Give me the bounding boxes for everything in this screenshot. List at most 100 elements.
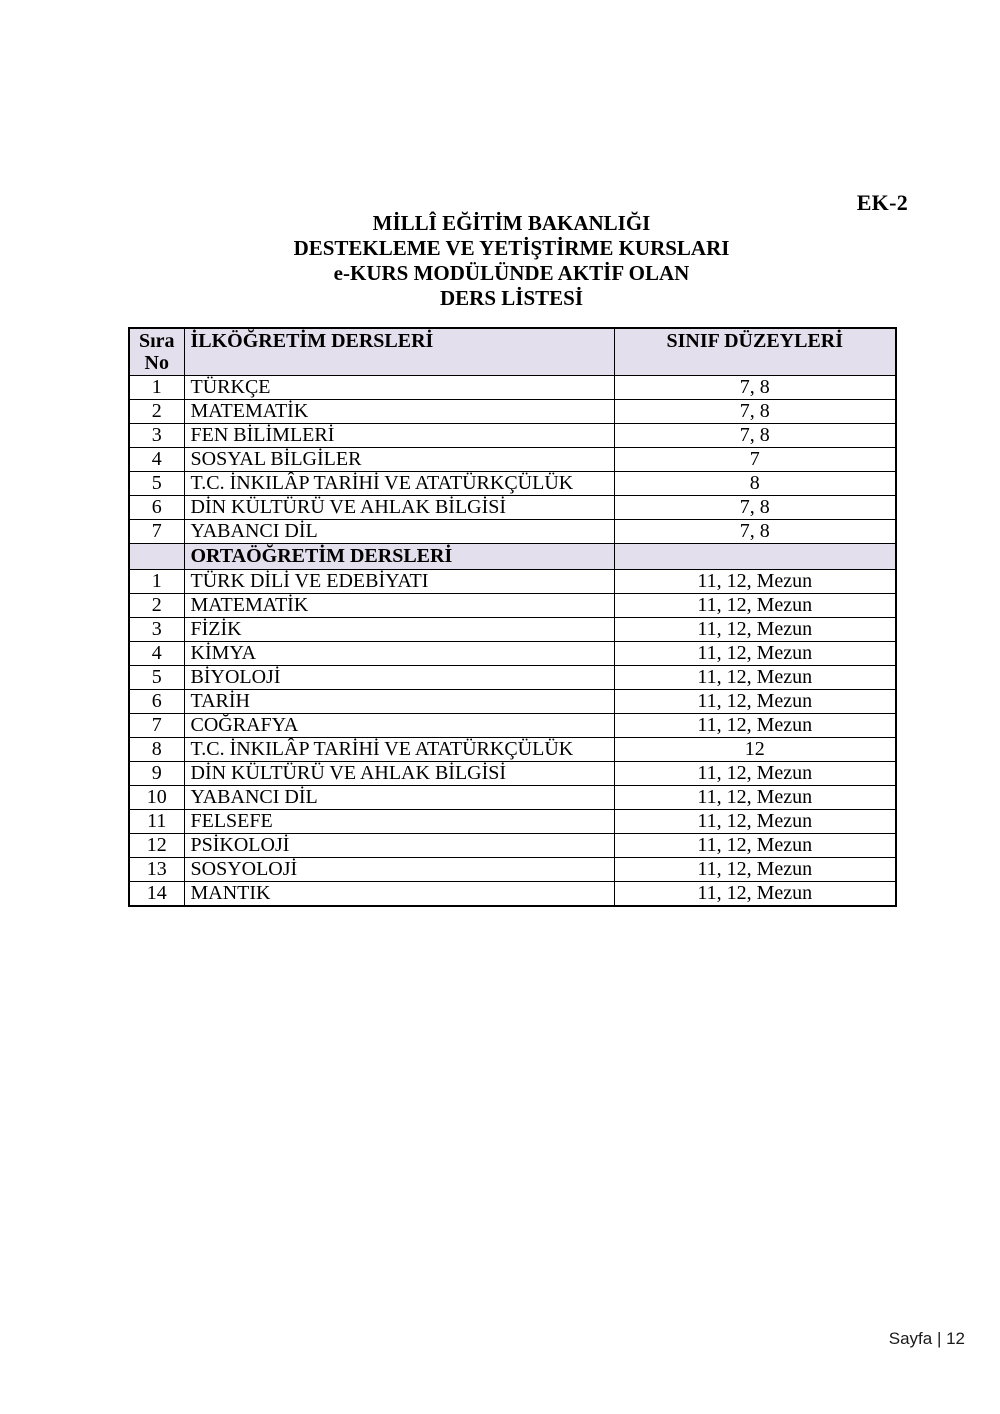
cell-levels: 11, 12, Mezun bbox=[613, 713, 897, 738]
table-row: 3 FEN BİLİMLERİ 7, 8 bbox=[128, 423, 897, 448]
cell-no: 9 bbox=[128, 761, 185, 786]
cell-course: TÜRKÇE bbox=[183, 375, 615, 400]
table-row: 7 YABANCI DİL 7, 8 bbox=[128, 519, 897, 544]
cell-levels: 11, 12, Mezun bbox=[613, 857, 897, 882]
cell-levels: 7, 8 bbox=[613, 423, 897, 448]
cell-levels: 11, 12, Mezun bbox=[613, 689, 897, 714]
cell-course: T.C. İNKILÂP TARİHİ VE ATATÜRKÇÜLÜK bbox=[183, 471, 615, 496]
course-table: Sıra No İLKÖĞRETİM DERSLERİ SINIF DÜZEYL… bbox=[128, 327, 897, 907]
table-row: 13 SOSYOLOJİ 11, 12, Mezun bbox=[128, 857, 897, 882]
cell-no: 13 bbox=[128, 857, 185, 882]
table-row: 6 TARİH 11, 12, Mezun bbox=[128, 689, 897, 714]
cell-levels: 8 bbox=[613, 471, 897, 496]
cell-no: 3 bbox=[128, 617, 185, 642]
cell-course: SOSYAL BİLGİLER bbox=[183, 447, 615, 472]
cell-no: 11 bbox=[128, 809, 185, 834]
cell-levels: 7, 8 bbox=[613, 399, 897, 424]
cell-course: DİN KÜLTÜRÜ VE AHLAK BİLGİSİ bbox=[183, 495, 615, 520]
ilkogretim-body: 1 TÜRKÇE 7, 8 2 MATEMATİK 7, 8 3 FEN BİLİMLERİ 7… bbox=[128, 375, 897, 544]
cell-no: 1 bbox=[128, 375, 185, 400]
cell-course: DİN KÜLTÜRÜ VE AHLAK BİLGİSİ bbox=[183, 761, 615, 786]
cell-no: 5 bbox=[128, 665, 185, 690]
cell-no: 1 bbox=[128, 569, 185, 594]
cell-levels: 11, 12, Mezun bbox=[613, 665, 897, 690]
table-row: 1 TÜRK DİLİ VE EDEBİYATI 11, 12, Mezun bbox=[128, 569, 897, 594]
cell-no: 5 bbox=[128, 471, 185, 496]
table-row: 6 DİN KÜLTÜRÜ VE AHLAK BİLGİSİ 7, 8 bbox=[128, 495, 897, 520]
table-row: 7 COĞRAFYA 11, 12, Mezun bbox=[128, 713, 897, 738]
table-row: 2 MATEMATİK 11, 12, Mezun bbox=[128, 593, 897, 618]
cell-no: 7 bbox=[128, 713, 185, 738]
table-header-row: Sıra No İLKÖĞRETİM DERSLERİ SINIF DÜZEYL… bbox=[128, 327, 897, 376]
page-number-footer: Sayfa | 12 bbox=[888, 1329, 965, 1348]
section-cell-empty-no bbox=[128, 543, 185, 570]
title-line-3: e-KURS MODÜLÜNDE AKTİF OLAN bbox=[333, 261, 690, 285]
section-row-ortaogretim: ORTAÖĞRETİM DERSLERİ bbox=[128, 543, 897, 570]
cell-no: 4 bbox=[128, 641, 185, 666]
table-row: 14 MANTIK 11, 12, Mezun bbox=[128, 881, 897, 907]
attachment-tag: EK-2 bbox=[856, 190, 908, 215]
cell-course: SOSYOLOJİ bbox=[183, 857, 615, 882]
title-line-2: DESTEKLEME VE YETİŞTİRME KURSLARI bbox=[293, 236, 730, 260]
cell-course: FELSEFE bbox=[183, 809, 615, 834]
cell-levels: 11, 12, Mezun bbox=[613, 833, 897, 858]
ortaogretim-body: 1 TÜRK DİLİ VE EDEBİYATI 11, 12, Mezun 2 MAT… bbox=[128, 569, 897, 907]
cell-course: T.C. İNKILÂP TARİHİ VE ATATÜRKÇÜLÜK bbox=[183, 737, 615, 762]
table-row: 3 FİZİK 11, 12, Mezun bbox=[128, 617, 897, 642]
cell-no: 7 bbox=[128, 519, 185, 544]
table-row: 5 BİYOLOJİ 11, 12, Mezun bbox=[128, 665, 897, 690]
cell-course: KİMYA bbox=[183, 641, 615, 666]
cell-no: 6 bbox=[128, 689, 185, 714]
table-row: 5 T.C. İNKILÂP TARİHİ VE ATATÜRKÇÜLÜK 8 bbox=[128, 471, 897, 496]
cell-levels: 11, 12, Mezun bbox=[613, 641, 897, 666]
cell-course: TÜRK DİLİ VE EDEBİYATI bbox=[183, 569, 615, 594]
cell-course: FİZİK bbox=[183, 617, 615, 642]
table-row: 4 KİMYA 11, 12, Mezun bbox=[128, 641, 897, 666]
cell-course: BİYOLOJİ bbox=[183, 665, 615, 690]
cell-levels: 11, 12, Mezun bbox=[613, 761, 897, 786]
document-title: MİLLÎ EĞİTİM BAKANLIĞI DESTEKLEME VE YET… bbox=[128, 211, 895, 311]
table-row: 8 T.C. İNKILÂP TARİHİ VE ATATÜRKÇÜLÜK 12 bbox=[128, 737, 897, 762]
cell-no: 4 bbox=[128, 447, 185, 472]
cell-no: 14 bbox=[128, 881, 185, 907]
cell-levels: 11, 12, Mezun bbox=[613, 617, 897, 642]
table-row: 4 SOSYAL BİLGİLER 7 bbox=[128, 447, 897, 472]
table-row: 9 DİN KÜLTÜRÜ VE AHLAK BİLGİSİ 11, 12, Mez… bbox=[128, 761, 897, 786]
cell-course: FEN BİLİMLERİ bbox=[183, 423, 615, 448]
cell-no: 8 bbox=[128, 737, 185, 762]
cell-levels: 11, 12, Mezun bbox=[613, 593, 897, 618]
cell-levels: 7, 8 bbox=[613, 519, 897, 544]
cell-course: YABANCI DİL bbox=[183, 519, 615, 544]
cell-levels: 11, 12, Mezun bbox=[613, 569, 897, 594]
cell-no: 2 bbox=[128, 593, 185, 618]
cell-levels: 12 bbox=[613, 737, 897, 762]
cell-levels: 7, 8 bbox=[613, 375, 897, 400]
title-line-4: DERS LİSTESİ bbox=[440, 286, 583, 310]
title-line-1: MİLLÎ EĞİTİM BAKANLIĞI bbox=[372, 211, 651, 235]
cell-course: PSİKOLOJİ bbox=[183, 833, 615, 858]
cell-course: MATEMATİK bbox=[183, 593, 615, 618]
section-header-ortaogretim-dersleri: ORTAÖĞRETİM DERSLERİ bbox=[183, 543, 615, 570]
table-row: 11 FELSEFE 11, 12, Mezun bbox=[128, 809, 897, 834]
table-row: 12 PSİKOLOJİ 11, 12, Mezun bbox=[128, 833, 897, 858]
cell-no: 3 bbox=[128, 423, 185, 448]
cell-course: TARİH bbox=[183, 689, 615, 714]
cell-no: 6 bbox=[128, 495, 185, 520]
cell-course: COĞRAFYA bbox=[183, 713, 615, 738]
cell-levels: 7 bbox=[613, 447, 897, 472]
cell-levels: 7, 8 bbox=[613, 495, 897, 520]
header-ilkogretim-dersleri: İLKÖĞRETİM DERSLERİ bbox=[183, 327, 615, 376]
cell-course: MANTIK bbox=[183, 881, 615, 907]
header-sinif-duzeyleri: SINIF DÜZEYLERİ bbox=[613, 327, 897, 376]
table-row: 10 YABANCI DİL 11, 12, Mezun bbox=[128, 785, 897, 810]
section-cell-empty-levels bbox=[613, 543, 897, 570]
cell-no: 12 bbox=[128, 833, 185, 858]
cell-no: 2 bbox=[128, 399, 185, 424]
cell-course: YABANCI DİL bbox=[183, 785, 615, 810]
cell-levels: 11, 12, Mezun bbox=[613, 809, 897, 834]
table-row: 2 MATEMATİK 7, 8 bbox=[128, 399, 897, 424]
table-row: 1 TÜRKÇE 7, 8 bbox=[128, 375, 897, 400]
cell-no: 10 bbox=[128, 785, 185, 810]
cell-course: MATEMATİK bbox=[183, 399, 615, 424]
